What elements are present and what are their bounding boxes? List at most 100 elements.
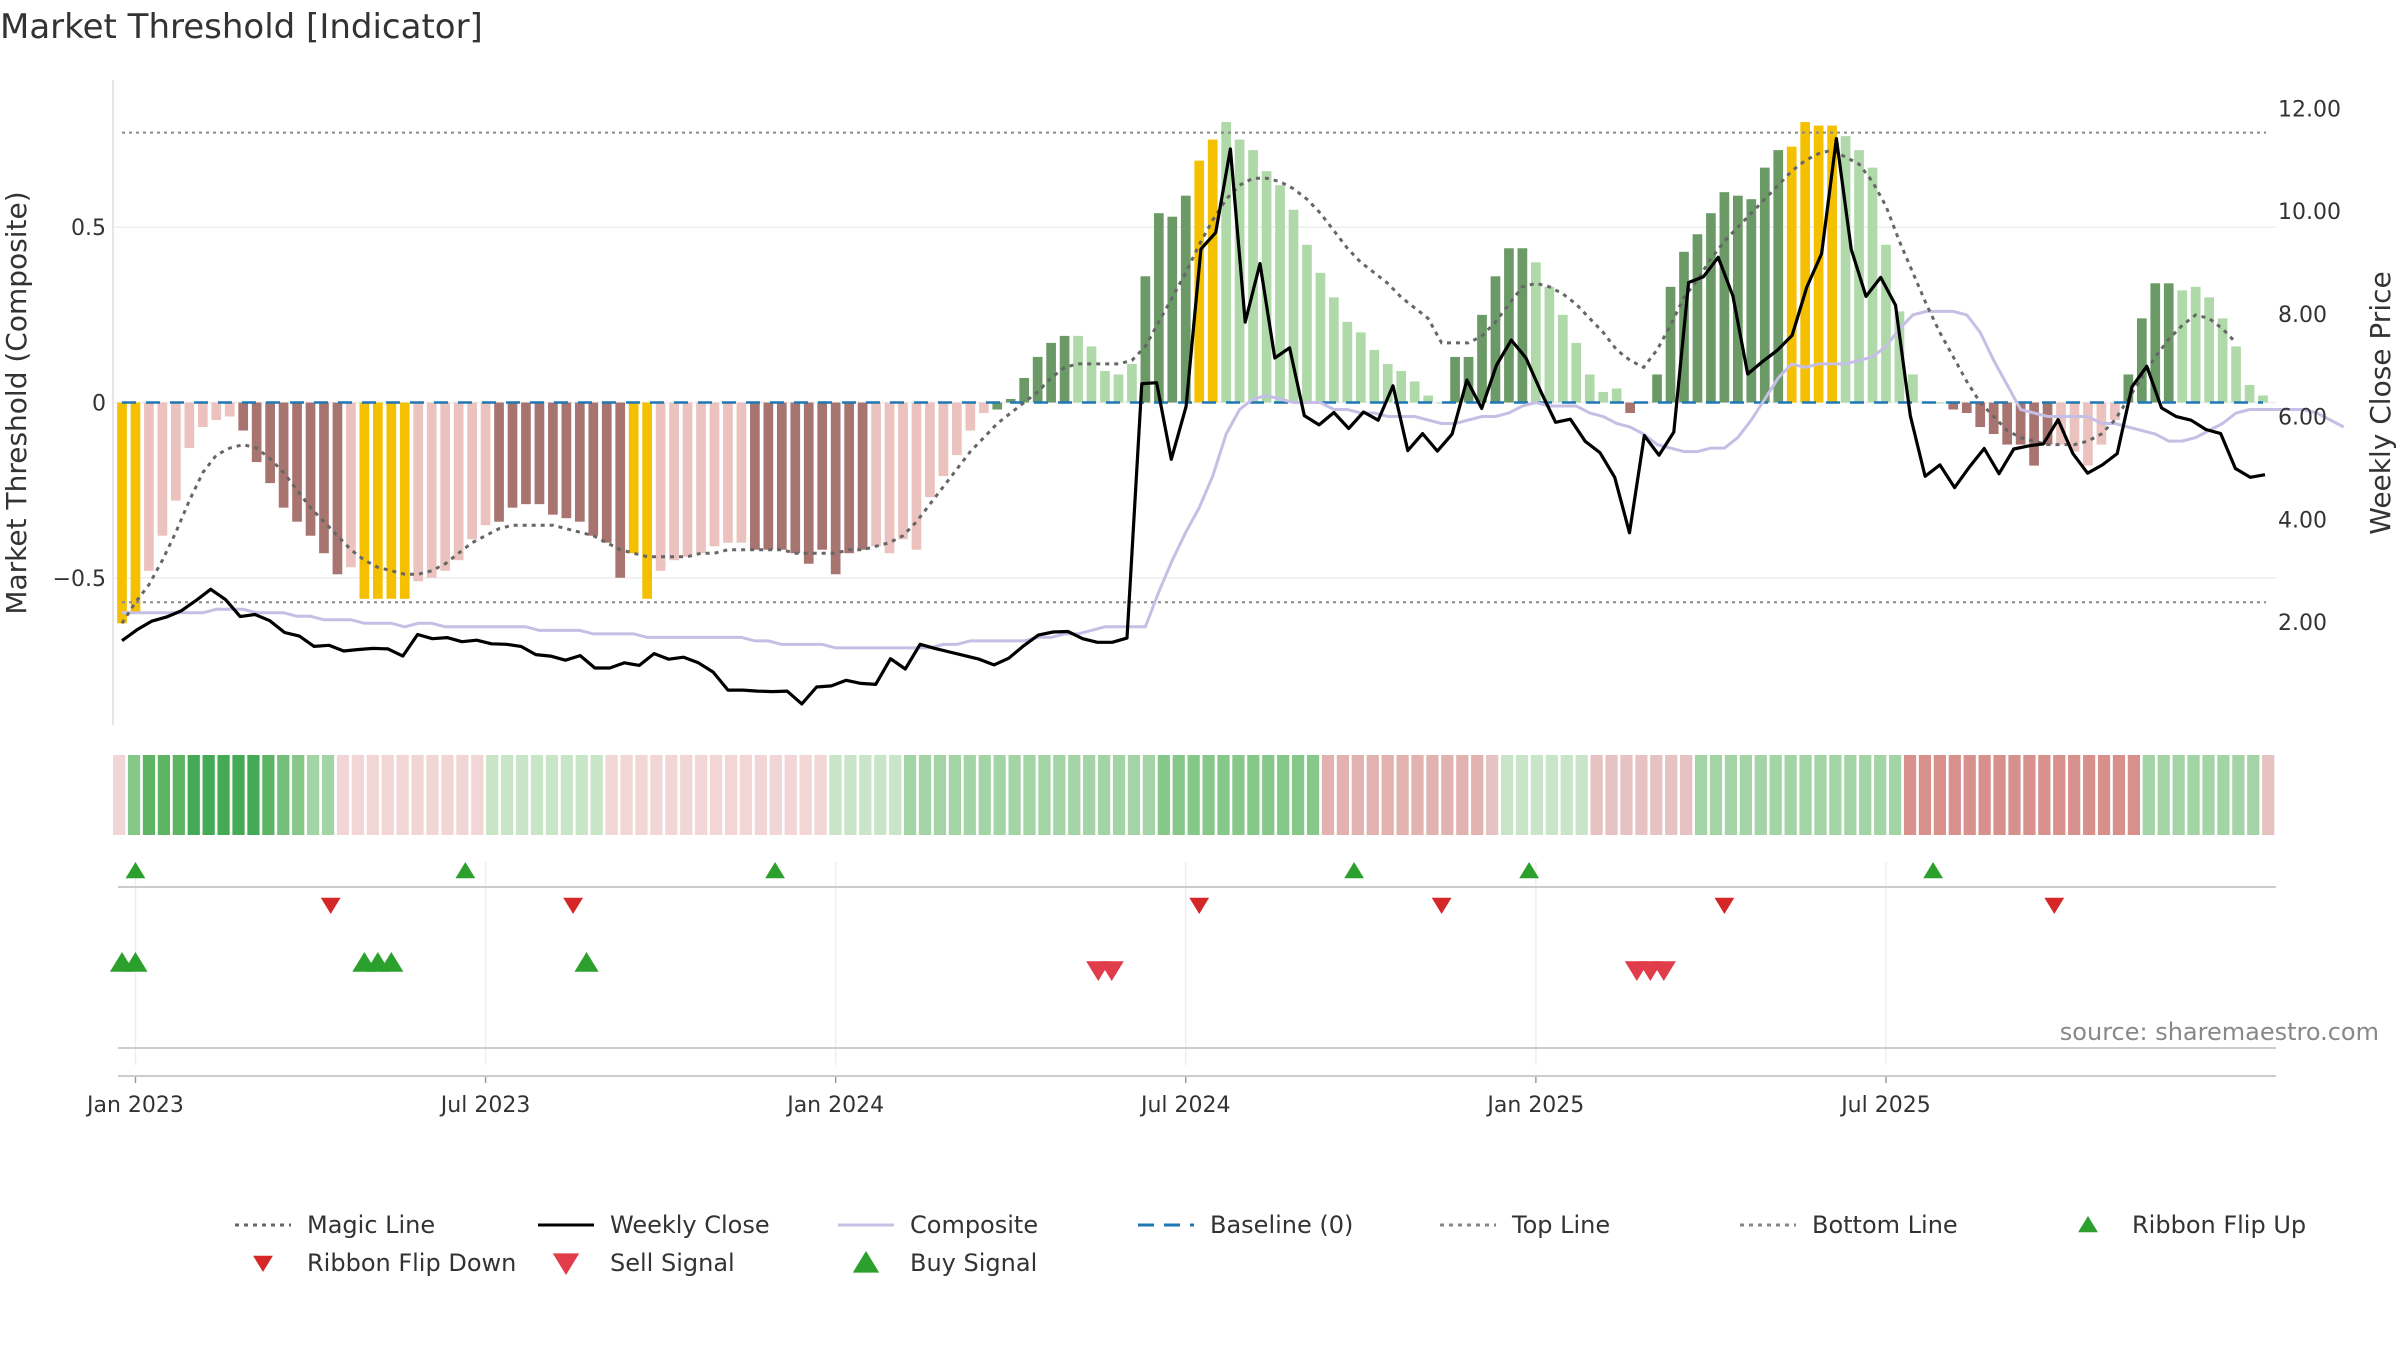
composite-bar xyxy=(1517,248,1528,403)
legend-item: Buy Signal xyxy=(852,1249,1037,1277)
composite-bar xyxy=(1100,370,1110,403)
composite-bar xyxy=(952,402,962,456)
ribbon-cell xyxy=(1292,755,1305,835)
composite-bar xyxy=(1665,286,1676,403)
composite-bar xyxy=(938,402,949,477)
ribbon-flip-up-marker xyxy=(1923,862,1943,879)
ribbon-cell xyxy=(1903,755,1917,835)
ribbon-cell xyxy=(889,755,902,835)
composite-bar xyxy=(871,402,881,547)
composite-bar xyxy=(346,402,356,568)
composite-bar xyxy=(1867,167,1878,403)
ribbon-cell xyxy=(859,755,872,835)
ribbon-cell xyxy=(1739,755,1752,835)
ribbon-cell xyxy=(1515,755,1529,835)
composite-bar xyxy=(1207,139,1218,403)
ribbon-flip-down-marker xyxy=(2044,897,2065,914)
ribbon-cell xyxy=(2082,755,2096,835)
composite-bar xyxy=(2136,318,2147,403)
ribbon-cell xyxy=(381,755,394,835)
ribbon-cell xyxy=(1948,755,1961,835)
ribbon-strip xyxy=(113,755,2275,835)
ribbon-cell xyxy=(1456,755,1469,835)
ribbon-cell xyxy=(1306,755,1320,835)
composite-bar xyxy=(2150,283,2161,403)
x-tick-label: Jul 2025 xyxy=(1839,1093,1931,1118)
ribbon-cell xyxy=(127,755,141,835)
ribbon-cell xyxy=(471,755,484,835)
ribbon-cell xyxy=(1351,755,1364,835)
y2-tick-label: 6.00 xyxy=(2278,406,2327,431)
composite-bar xyxy=(2231,346,2241,403)
ribbon-flip-up-marker xyxy=(1344,862,1364,879)
composite-bar xyxy=(1719,192,1730,403)
composite-bar xyxy=(1706,213,1716,403)
ribbon-cell xyxy=(1665,755,1678,835)
ribbon-cell xyxy=(262,755,275,835)
composite-bar xyxy=(1827,125,1837,403)
composite-bar xyxy=(1221,122,1232,403)
ribbon-cell xyxy=(336,755,350,835)
ribbon-cell xyxy=(1068,755,1081,835)
ribbon-cell xyxy=(1590,755,1603,835)
ribbon-cell xyxy=(1142,755,1156,835)
composite-bar xyxy=(1746,199,1757,403)
ribbon-cell xyxy=(1097,755,1111,835)
ribbon-cell xyxy=(590,755,603,835)
composite-bar xyxy=(305,402,316,536)
ribbon-cell xyxy=(993,755,1006,835)
y2-tick-label: 10.00 xyxy=(2278,200,2341,225)
ribbon-cell xyxy=(1500,755,1514,835)
legend-item: Magic Line xyxy=(235,1211,435,1239)
composite-bar xyxy=(197,402,208,428)
source-label: source: sharemaestro.com xyxy=(2060,1018,2379,1046)
composite-bar xyxy=(1127,363,1137,403)
composite-bar xyxy=(615,402,626,578)
ribbon-cell xyxy=(739,755,753,835)
ribbon-cell xyxy=(545,755,559,835)
composite-bar xyxy=(386,402,397,599)
composite-bar xyxy=(1975,402,1986,428)
composite-bar xyxy=(1032,356,1043,403)
composite-bar xyxy=(413,402,424,582)
legend-item: Top Line xyxy=(1440,1211,1610,1239)
ribbon-cell xyxy=(172,755,185,835)
composite-bar xyxy=(1153,213,1164,403)
composite-bar xyxy=(1396,370,1407,403)
ribbon-cell xyxy=(1680,755,1693,835)
ribbon-flip-down-marker xyxy=(563,897,583,914)
ribbon-cell xyxy=(2097,755,2111,835)
ribbon-cell xyxy=(844,755,857,835)
ribbon-cell xyxy=(918,755,932,835)
ribbon-cell xyxy=(187,755,200,835)
ribbon-cell xyxy=(113,755,126,835)
composite-bar xyxy=(1329,297,1339,403)
ribbon-cell xyxy=(1694,755,1708,835)
y-tick-label: 0 xyxy=(92,392,106,417)
ribbon-cell xyxy=(1277,755,1290,835)
ribbon-cell xyxy=(575,755,588,835)
ribbon-cell xyxy=(1336,755,1350,835)
ribbon-cell xyxy=(1038,755,1051,835)
composite-bar xyxy=(399,402,410,599)
ribbon-cell xyxy=(650,755,663,835)
ribbon-cell xyxy=(1112,755,1126,835)
ribbon-cell xyxy=(1993,755,2006,835)
ribbon-cell xyxy=(202,755,215,835)
composite-bar xyxy=(1302,244,1312,403)
composite-bar xyxy=(1948,402,1959,410)
ribbon-cell xyxy=(784,755,797,835)
legend-item: Ribbon Flip Up xyxy=(2078,1211,2306,1239)
composite-bar xyxy=(1086,346,1097,403)
ribbon-cell xyxy=(1963,755,1976,835)
composite-bar xyxy=(696,402,706,554)
ribbon-cell xyxy=(1635,755,1648,835)
ribbon-cell xyxy=(1814,755,1827,835)
composite-bar xyxy=(1355,332,1366,403)
composite-bar xyxy=(1961,402,1972,414)
composite-bar xyxy=(1248,150,1258,403)
ribbon-cell xyxy=(1411,755,1424,835)
magic-line xyxy=(120,148,2238,625)
ribbon-cell xyxy=(978,755,991,835)
